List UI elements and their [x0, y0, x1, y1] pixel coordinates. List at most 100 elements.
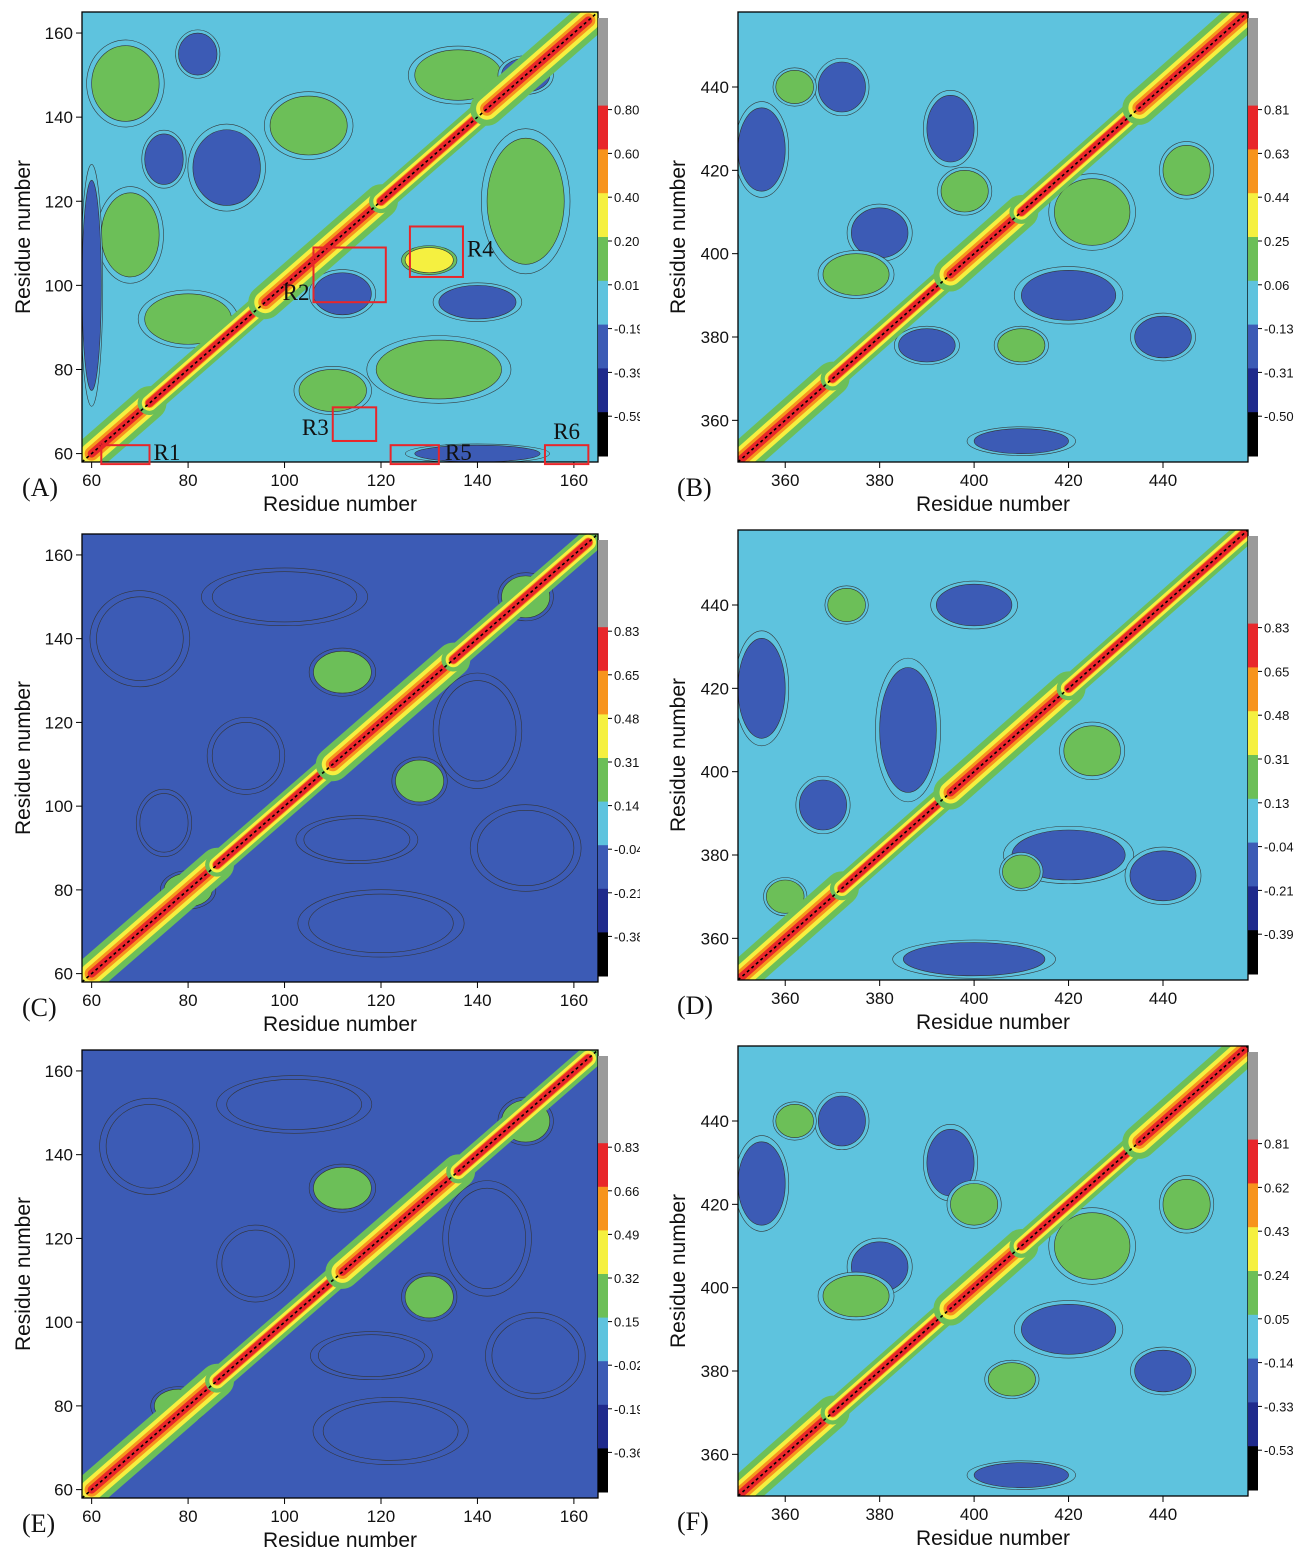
y-tick-label: 160 — [45, 1062, 73, 1081]
x-tick-label: 380 — [865, 1505, 893, 1524]
contour-blob — [192, 129, 261, 206]
colorbar-label: 0.06 — [1264, 278, 1289, 293]
x-tick-label: 160 — [560, 991, 588, 1010]
contour-blob — [1002, 854, 1041, 889]
colorbar-segment — [598, 324, 608, 369]
panel-e: 60 80 100 120 140 160 60 80 100 120 140 160 Residue … — [0, 1034, 640, 1550]
x-tick-label: 400 — [960, 1505, 988, 1524]
y-tick-label: 100 — [45, 797, 73, 816]
contour-blob — [414, 444, 541, 462]
y-axis-label: Residue number — [12, 681, 35, 835]
x-tick-label: 380 — [865, 471, 893, 490]
colorbar-segment — [598, 1143, 608, 1188]
y-axis-label: Residue number — [667, 1194, 690, 1348]
colorbar-segment — [1248, 1095, 1258, 1141]
y-axis-label: Residue number — [12, 160, 35, 314]
colorbar-segment — [1248, 412, 1258, 457]
panel-label: (F) — [677, 1507, 709, 1536]
contour-blob — [799, 779, 847, 831]
colorbar-segment — [1248, 368, 1258, 413]
heatmap-c: 60 80 100 120 140 160 60 80 100 120 140 160 Residue … — [12, 533, 640, 1034]
region-label-r4: R4 — [467, 236, 494, 261]
contour-blob — [950, 1183, 999, 1226]
y-tick-label: 380 — [701, 1362, 729, 1381]
x-tick-label: 120 — [367, 471, 395, 490]
panel-label: (B) — [677, 473, 712, 502]
colorbar-segment — [1248, 61, 1258, 107]
panel-a: 60 80 100 120 140 160 60 80 100 120 140 160 Residue … — [0, 0, 640, 518]
contour-blob — [1063, 725, 1121, 777]
heatmap-d: 360 380 400 420 440 360 380 400 420 440 Residue nu… — [667, 529, 1294, 1034]
colorbar-segment — [598, 368, 608, 413]
contour-blob — [902, 942, 1046, 977]
colorbar-segment — [1248, 1271, 1258, 1316]
y-tick-label: 120 — [45, 713, 73, 732]
colorbar-segment — [598, 758, 608, 803]
diagonal-line — [738, 1046, 1248, 1496]
colorbar-segment — [598, 888, 608, 933]
colorbar-label: 0.66 — [614, 1184, 639, 1199]
colorbar-label: -0.53 — [1264, 1443, 1294, 1458]
region-box — [100, 444, 151, 466]
colorbar-label: 0.49 — [614, 1227, 639, 1242]
colorbar-label: -0.21 — [614, 886, 640, 901]
colorbar-label: 0.13 — [1264, 796, 1289, 811]
contour-blob — [817, 61, 866, 113]
x-tick-label: 60 — [82, 991, 101, 1010]
heatmap-a: 60 80 100 120 140 160 60 80 100 120 140 160 Residue … — [12, 11, 640, 516]
y-tick-label: 420 — [701, 679, 729, 698]
colorbar-label: 0.31 — [614, 755, 639, 770]
x-axis-label: Residue number — [263, 493, 417, 516]
contour-blob — [221, 1229, 290, 1298]
colorbar-label: 0.83 — [614, 1140, 639, 1155]
contour-blob — [1129, 850, 1197, 902]
contour-blob — [491, 1317, 580, 1394]
contour-blob — [308, 893, 454, 953]
contour-blob — [313, 650, 372, 694]
contour-blob — [139, 793, 189, 853]
colorbar-label: 0.31 — [1264, 752, 1289, 767]
contour-blob — [395, 759, 444, 803]
colorbar-segment — [598, 670, 608, 715]
contour-blob — [827, 588, 866, 622]
colorbar-segment — [598, 237, 608, 282]
plot-area — [738, 12, 1248, 462]
colorbar-segment — [1248, 930, 1258, 975]
contour-blob — [96, 596, 184, 681]
y-tick-label: 80 — [54, 360, 73, 379]
colorbar-label: 0.43 — [1264, 1224, 1289, 1239]
colorbar-label: 0.24 — [1264, 1268, 1289, 1283]
x-tick-label: 120 — [367, 991, 395, 1010]
colorbar-segment — [1248, 798, 1258, 844]
colorbar-segment — [1248, 324, 1258, 369]
x-tick-label: 420 — [1054, 989, 1082, 1008]
colorbar-label: -0.19 — [614, 1402, 640, 1417]
contour-blob — [817, 1095, 866, 1147]
colorbar-segment — [598, 412, 608, 457]
contour-blob — [775, 1104, 814, 1138]
x-tick-label: 360 — [771, 989, 799, 1008]
colorbar-segment — [1248, 1402, 1258, 1447]
contour-blob — [404, 247, 454, 274]
contour-blob — [100, 192, 160, 278]
colorbar-label: -0.21 — [1264, 883, 1294, 898]
x-tick-label: 160 — [560, 471, 588, 490]
colorbar-label: 0.25 — [1264, 234, 1289, 249]
x-axis-label: Residue number — [263, 1013, 417, 1034]
y-tick-label: 440 — [701, 596, 729, 615]
colorbar-segment — [598, 714, 608, 759]
x-tick-label: 380 — [865, 989, 893, 1008]
y-tick-label: 140 — [45, 1146, 73, 1165]
x-axis-label: Residue number — [916, 493, 1070, 516]
x-axis-label: Residue number — [916, 1011, 1070, 1034]
y-tick-label: 60 — [54, 965, 73, 984]
panel-label: (C) — [22, 993, 57, 1022]
colorbar-segment — [1248, 149, 1258, 194]
y-tick-label: 360 — [701, 411, 729, 430]
x-tick-label: 100 — [270, 1507, 298, 1526]
colorbar-label: -0.50 — [1264, 409, 1294, 424]
y-tick-label: 120 — [45, 1229, 73, 1248]
contour-blob — [822, 1274, 890, 1318]
x-tick-label: 80 — [179, 471, 198, 490]
diagonal-band — [328, 655, 458, 769]
